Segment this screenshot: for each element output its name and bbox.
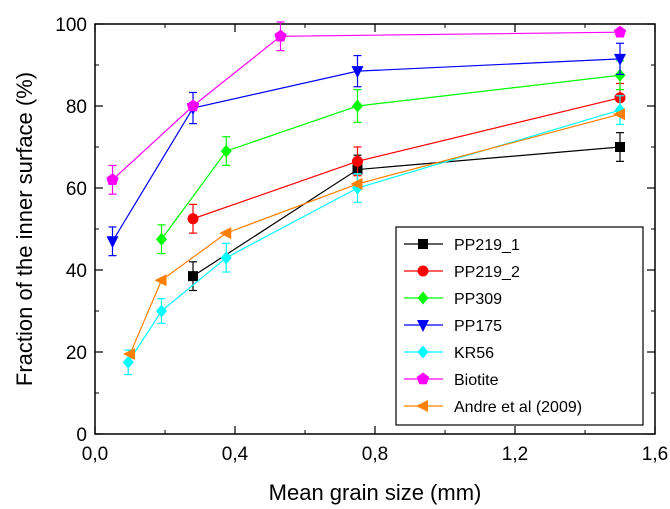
data-point	[187, 213, 199, 225]
data-point	[613, 108, 625, 121]
y-tick-label: 40	[66, 261, 87, 282]
legend-marker	[417, 345, 429, 359]
data-point	[614, 68, 626, 82]
series-pp219-2	[187, 82, 626, 234]
data-point	[220, 251, 232, 265]
x-tick-label: 0,8	[362, 444, 388, 465]
y-tick-label: 60	[66, 179, 87, 200]
data-point	[186, 99, 200, 112]
legend-label: PP219_1	[454, 237, 520, 254]
y-tick-label: 100	[55, 15, 87, 36]
data-point	[351, 66, 364, 79]
legend-marker	[418, 239, 428, 249]
data-point	[220, 144, 232, 158]
y-axis-title: Fraction of the inner surface (%)	[12, 72, 37, 386]
data-point	[219, 227, 232, 240]
data-point	[615, 142, 625, 152]
legend-label: PP175	[454, 318, 502, 335]
legend-label: Biotite	[454, 372, 499, 389]
series-line	[112, 31, 621, 181]
legend-marker	[416, 400, 428, 412]
x-tick-label: 0,0	[82, 444, 108, 465]
x-tick-label: 1,6	[642, 444, 668, 465]
legend-marker	[417, 320, 429, 332]
series-line	[111, 58, 621, 242]
data-point	[106, 236, 119, 249]
data-point	[350, 177, 363, 190]
data-point	[274, 29, 287, 42]
series-andre-et-al-2009	[123, 108, 625, 361]
legend-label: KR56	[454, 345, 494, 362]
y-tick-label: 20	[66, 343, 87, 364]
data-point	[614, 53, 626, 66]
data-point	[122, 355, 134, 369]
data-point	[123, 348, 135, 361]
data-point	[188, 271, 198, 282]
series-layer	[106, 21, 627, 376]
y-tick-label: 80	[66, 97, 87, 118]
data-point	[613, 25, 627, 38]
legend-label: Andre et al (2009)	[454, 399, 582, 416]
data-point	[106, 173, 119, 186]
legend-marker	[416, 372, 430, 385]
series-line	[161, 74, 621, 240]
x-tick-label: 1,2	[502, 444, 528, 465]
data-point	[352, 99, 363, 113]
x-tick-label: 0,4	[222, 444, 249, 465]
series-biotite	[106, 21, 627, 195]
legend-box	[395, 226, 644, 426]
legend-marker	[417, 265, 429, 277]
axis-ticks	[94, 23, 656, 435]
data-point	[156, 232, 167, 246]
data-point	[156, 304, 167, 318]
legend-label: PP309	[454, 291, 502, 308]
data-point	[154, 274, 167, 287]
axis-tick-labels: 0,0 0,4 0,8 1,2 1,6 0 20 40 60 80 100	[55, 15, 668, 465]
y-tick-label: 0	[76, 425, 87, 446]
legend-label: PP219_2	[454, 264, 520, 281]
legend: PP219_1 PP219_2 PP309 PP175 KR56 Biotite Andre…	[395, 226, 644, 426]
legend-marker	[417, 291, 429, 305]
x-axis-title: Mean grain size (mm)	[269, 480, 482, 505]
data-point	[352, 155, 363, 167]
series-pp309	[156, 60, 626, 255]
